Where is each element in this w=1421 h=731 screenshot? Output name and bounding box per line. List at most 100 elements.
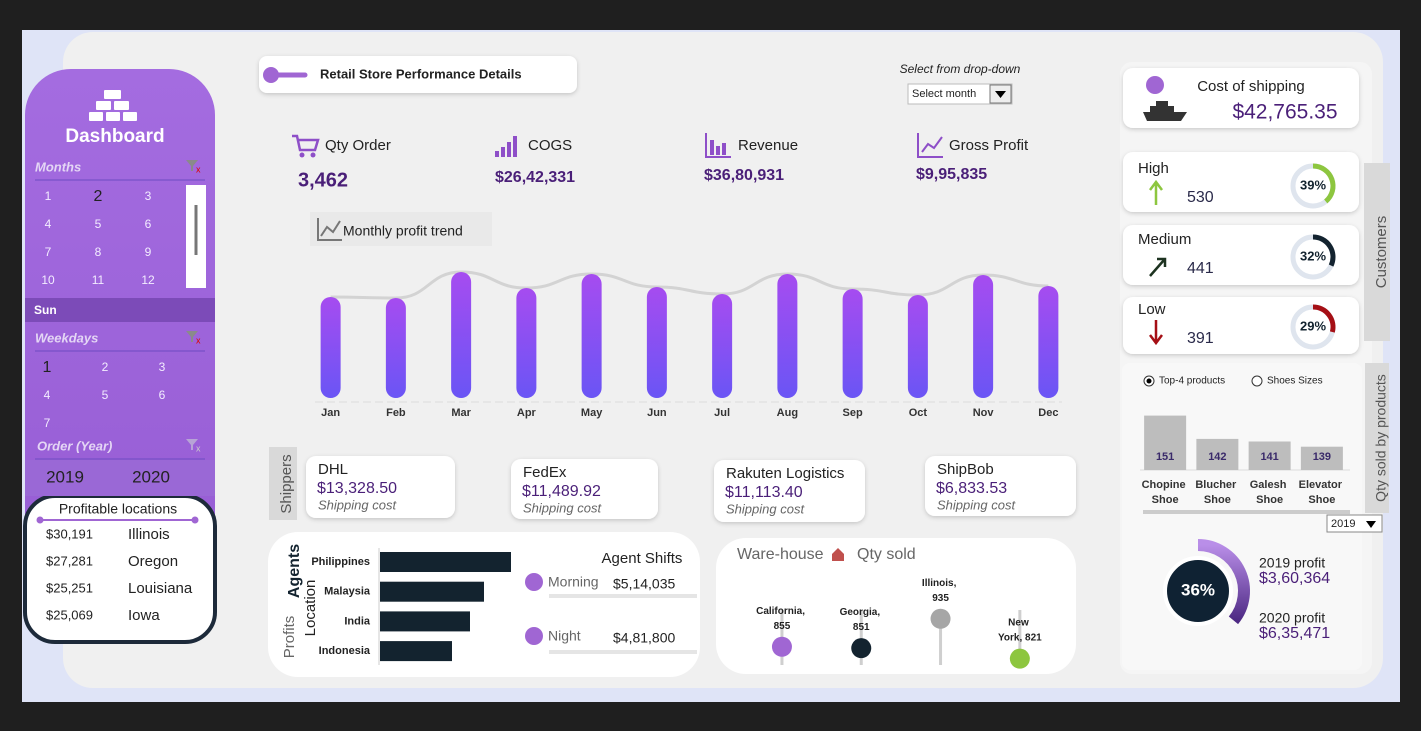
x-tick-label: Jun xyxy=(647,407,667,419)
bar xyxy=(712,294,733,398)
segment-label: Medium xyxy=(1138,231,1191,248)
selected-day[interactable]: Sun xyxy=(34,303,57,317)
kpi-value: 3,462 xyxy=(298,169,348,191)
location-name: Iowa xyxy=(128,607,160,624)
x-tick-label: Elevator Shoe xyxy=(1299,479,1345,506)
profit-value: $3,60,364 xyxy=(1259,570,1330,587)
bar xyxy=(1248,441,1291,470)
kpi-value: $36,80,931 xyxy=(704,167,784,184)
month-option[interactable]: 12 xyxy=(141,273,155,287)
year-option[interactable]: 2020 xyxy=(132,467,170,486)
toggle-knob[interactable] xyxy=(263,67,279,83)
gauge-hub xyxy=(1163,556,1233,626)
location-profit: $27,281 xyxy=(46,553,93,568)
month-option[interactable]: 1 xyxy=(45,189,52,203)
month-option[interactable]: 4 xyxy=(45,217,52,231)
year-value[interactable]: 2019 xyxy=(1331,518,1355,530)
dot xyxy=(36,516,44,524)
shift-dot xyxy=(525,627,543,645)
products-tab xyxy=(1365,363,1389,513)
weekday-option[interactable]: 5 xyxy=(102,388,109,402)
dropdown-value[interactable]: Select month xyxy=(912,88,976,100)
shipper-note: Shipping cost xyxy=(523,500,602,515)
chart-title: Monthly profit trend xyxy=(343,223,463,239)
shippers-label: Shippers xyxy=(278,454,295,513)
weekday-option[interactable]: 4 xyxy=(44,388,51,402)
customers-label: Customers xyxy=(1373,216,1390,289)
shipper-name: DHL xyxy=(318,461,348,478)
shift-dot xyxy=(525,573,543,591)
locations-title: Profitable locations xyxy=(59,501,177,517)
year-dropdown[interactable] xyxy=(1326,514,1383,533)
month-option[interactable]: 8 xyxy=(95,245,102,259)
weekday-option[interactable]: 3 xyxy=(159,360,166,374)
shipper-name: Rakuten Logistics xyxy=(726,465,844,482)
shipper-name: FedEx xyxy=(523,464,567,481)
x-tick-label: Apr xyxy=(517,407,537,419)
dropdown-arrow xyxy=(995,91,1006,98)
customer-card xyxy=(1123,152,1359,212)
month-option[interactable]: 9 xyxy=(145,245,152,259)
gauge-label: 36% xyxy=(1181,580,1215,599)
x-tick-label: Oct xyxy=(909,407,928,419)
month-dropdown[interactable] xyxy=(907,83,1013,105)
filter-icons[interactable]: x x x xyxy=(186,160,201,453)
profit-label: 2019 profit xyxy=(1259,555,1325,571)
arrow-up xyxy=(1149,179,1163,205)
year-option[interactable]: 2019 xyxy=(46,467,84,486)
bar xyxy=(777,274,798,398)
products-label: Qty sold by products xyxy=(1373,374,1389,502)
radio-label[interactable]: Top-4 products xyxy=(1159,376,1225,387)
month-option[interactable]: 10 xyxy=(41,273,55,287)
month-option[interactable]: 2 xyxy=(94,188,103,205)
bar-value-label: 141 xyxy=(1260,451,1278,463)
weekdays-label: Weekdays xyxy=(35,330,98,345)
location-profit: $25,251 xyxy=(46,580,93,595)
bar xyxy=(380,552,511,572)
month-option[interactable]: 7 xyxy=(45,245,52,259)
weekday-option[interactable]: 7 xyxy=(44,416,51,430)
shipper-cost: $6,833.53 xyxy=(936,480,1007,497)
x-axis-label: Profits xyxy=(281,616,298,659)
segment-count: 530 xyxy=(1187,189,1214,206)
month-option[interactable]: 5 xyxy=(95,217,102,231)
weekday-option[interactable]: 1 xyxy=(43,359,52,376)
point xyxy=(771,636,792,657)
arrow-diagonal xyxy=(1149,257,1167,277)
profit-value: $6,35,471 xyxy=(1259,625,1330,642)
bar xyxy=(380,641,452,662)
radio-label[interactable]: Shoes Sizes xyxy=(1267,376,1323,387)
y-tick-label: Indonesia xyxy=(319,645,371,657)
kpi-value: $26,42,331 xyxy=(495,169,575,186)
point-label: California, 855 xyxy=(756,605,808,631)
x-tick-label: Nov xyxy=(973,407,995,419)
radio-dot xyxy=(1146,378,1152,384)
month-option[interactable]: 6 xyxy=(145,217,152,231)
sidebar-title: Dashboard xyxy=(65,126,164,147)
gauge-arc xyxy=(1312,234,1336,267)
kpi-label: Gross Profit xyxy=(949,137,1029,154)
shift-value: $5,14,035 xyxy=(613,576,675,592)
gauge-label: 39% xyxy=(1300,177,1326,192)
radio[interactable] xyxy=(1251,375,1263,387)
shipper-cost: $11,489.92 xyxy=(522,483,601,500)
month-option[interactable]: 11 xyxy=(92,273,105,287)
bar xyxy=(907,295,928,398)
dot xyxy=(1146,76,1164,94)
point-label: Georgia, 851 xyxy=(840,607,883,633)
weekday-option[interactable]: 6 xyxy=(159,388,166,402)
weekday-option[interactable]: 2 xyxy=(102,360,109,374)
shift-name: Night xyxy=(548,628,581,644)
point-label: Illinois, 935 xyxy=(922,577,959,603)
y-tick-label: India xyxy=(344,615,371,627)
segment-label: High xyxy=(1138,160,1169,177)
bar xyxy=(385,298,406,398)
gauge-arc xyxy=(1312,304,1336,333)
arrow-down xyxy=(1149,320,1163,346)
profit-label: 2020 profit xyxy=(1259,610,1325,626)
title-pill xyxy=(259,56,577,93)
chart-title: Ware-house xyxy=(737,546,824,563)
month-option[interactable]: 3 xyxy=(145,189,152,203)
kpi-icons xyxy=(292,133,943,158)
